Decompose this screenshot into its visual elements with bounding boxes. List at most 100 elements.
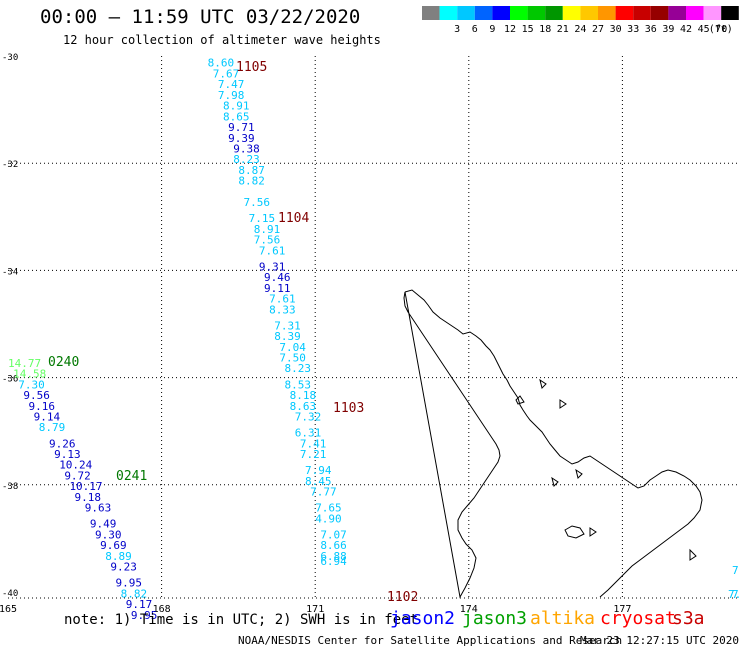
swh-label: 7.50: [279, 352, 306, 365]
pass-number-label: 1105: [236, 60, 267, 75]
swh-label: 9.49: [90, 518, 117, 531]
color-bin: [474, 6, 493, 20]
swh-label: 7.15: [249, 212, 276, 225]
satellite-legend-item: altika: [530, 608, 596, 629]
swh-label: 8.23: [233, 153, 260, 166]
pass-number-label: 1102: [387, 590, 418, 605]
color-bin: [721, 6, 739, 20]
lon-tick-label: 165: [0, 604, 17, 615]
color-scale-unit: (ft): [709, 24, 733, 35]
swh-label: 8.66: [320, 539, 347, 552]
swh-label: 7.61: [269, 293, 296, 306]
swh-label: 9.95: [116, 577, 142, 590]
north-island-coastline: [403, 289, 703, 599]
swh-label: 8.65: [223, 110, 250, 123]
pass-number-label: 0241: [116, 469, 147, 484]
swh-label: 14.58: [13, 368, 46, 381]
track-west-labels: 14.7714.587.309.569.169.148.799.269.1310…: [8, 357, 157, 622]
swh-label: 4.90: [315, 512, 342, 525]
swh-label: 7.94: [305, 464, 332, 477]
swh-label: 9.56: [23, 389, 50, 402]
lon-tick-label: 177: [613, 604, 631, 615]
swh-label: 9.38: [233, 142, 260, 155]
color-bin: [650, 6, 669, 20]
color-bin-label: 12: [504, 24, 516, 35]
color-bin: [545, 6, 563, 20]
swh-label: 9.63: [85, 502, 112, 515]
edge-swh-label: 7: [732, 588, 739, 601]
color-bin-label: 33: [627, 24, 639, 35]
swh-label: 7.30: [18, 378, 44, 391]
color-bin-label: 30: [610, 24, 622, 35]
swh-label: 8.60: [208, 57, 235, 70]
swh-label: 8.33: [269, 303, 296, 316]
swh-label: 8.45: [305, 475, 332, 488]
swh-label: 9.17: [126, 598, 153, 611]
color-bin: [510, 6, 528, 20]
swh-label: 8.89: [105, 550, 132, 563]
color-bin: [562, 6, 581, 20]
color-bin-label: 24: [574, 24, 586, 35]
color-bin-label: 45: [698, 24, 710, 35]
color-bin: [633, 6, 651, 20]
swh-label: 8.91: [254, 223, 281, 236]
swh-label: 9.46: [264, 271, 291, 284]
lat-tick-label: -32: [2, 160, 18, 170]
swh-label: 9.16: [28, 400, 55, 413]
lat-tick-label: -34: [2, 267, 18, 277]
swh-label: 7.56: [254, 234, 281, 247]
swh-label: 9.95: [131, 609, 158, 622]
lon-tick-label: 171: [306, 604, 324, 615]
swh-label: 7.07: [320, 528, 347, 541]
swh-label: 8.79: [39, 421, 66, 434]
color-bin: [686, 6, 704, 20]
swh-label: 14.77: [8, 357, 41, 370]
color-bin: [492, 6, 510, 20]
lat-tick-label: -36: [2, 375, 18, 385]
swh-label: 9.14: [34, 410, 61, 423]
swh-label: 7.47: [218, 78, 245, 91]
page-subtitle: 12 hour collection of altimeter wave hei…: [63, 33, 381, 47]
satellite-legend-item: cryosat: [600, 608, 676, 629]
swh-label: 8.53: [284, 378, 311, 391]
timestamp-text: Mar 23 12:27:15 UTC 2020: [580, 634, 739, 647]
swh-label: 6.31: [295, 427, 322, 440]
lon-tick-label: 168: [153, 604, 171, 615]
lat-tick-label: -40: [2, 589, 18, 599]
swh-label: 9.13: [54, 448, 81, 461]
track-east-labels: 8.607.677.477.98 8.91 8.659.719.399.388.23…: [208, 57, 348, 568]
swh-label: 6.94: [320, 555, 347, 568]
swh-label: 9.26: [49, 437, 76, 450]
swh-label: 9.71: [228, 121, 255, 134]
swh-label: 8.82: [121, 587, 148, 600]
swh-label: 6.88: [320, 550, 347, 563]
color-bin-label: 15: [522, 24, 534, 35]
page-title: 00:00 – 11:59 UTC 03/22/2020: [40, 6, 361, 28]
satellite-legend-item: s3a: [672, 608, 705, 629]
lon-tick-label: 174: [460, 604, 478, 615]
note-text: note: 1) Time is in UTC; 2) SWH is in fe…: [64, 612, 419, 628]
color-bin-label: 27: [592, 24, 604, 35]
credit-text: NOAA/NESDIS Center for Satellite Applica…: [238, 634, 623, 647]
swh-label: 7.67: [213, 67, 240, 80]
color-bin: [527, 6, 546, 20]
pass-labels: 1105 1104 1103 1102 0240 0241: [48, 60, 418, 605]
pass-number-label: 0240: [48, 355, 79, 370]
pass-number-label: 1104: [278, 211, 309, 226]
swh-label: 7.56: [244, 196, 271, 209]
color-bin: [668, 6, 686, 20]
swh-label: 9.72: [64, 469, 91, 482]
swh-label: 7.31: [274, 319, 301, 332]
swh-label: 7.21: [300, 448, 327, 461]
swh-label: 9.39: [228, 132, 255, 145]
color-bin-label: 70: [715, 24, 727, 35]
color-bin: [422, 6, 440, 20]
swh-label: 7.61: [259, 244, 286, 257]
swh-label: 8.82: [238, 175, 265, 188]
color-bin-label: 36: [645, 24, 657, 35]
color-bin-label: 9: [489, 24, 495, 35]
swh-label: 8.63: [290, 400, 317, 413]
swh-label: 7.98: [218, 89, 245, 102]
pass-number-label: 1103: [333, 401, 364, 416]
